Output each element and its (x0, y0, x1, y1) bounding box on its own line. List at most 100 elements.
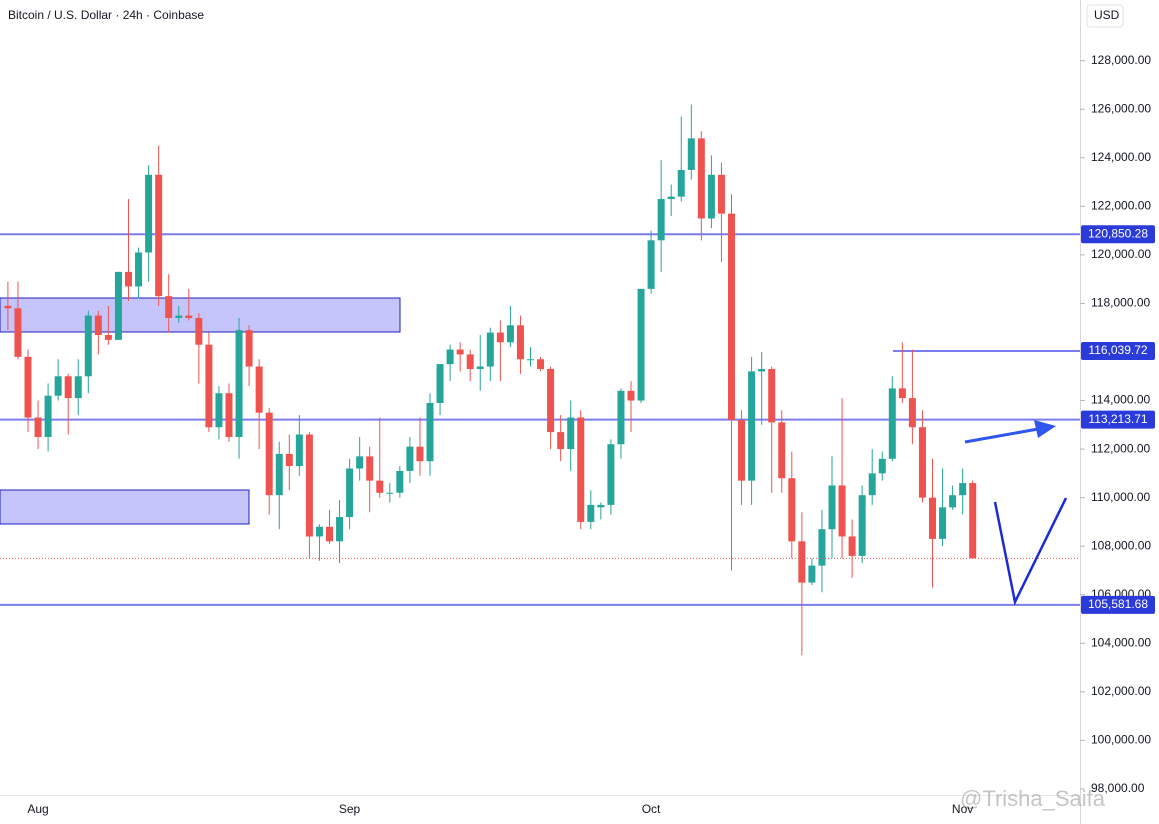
candle-body (707, 174, 715, 219)
y-tick-label: 120,000.00 (1091, 247, 1151, 261)
candle-body (476, 366, 484, 369)
candle-body (34, 417, 42, 437)
x-tick-label: Aug (27, 802, 48, 816)
candle-body (406, 446, 414, 471)
level-tag (1081, 342, 1155, 361)
candle-body (386, 492, 394, 494)
candle-body (295, 434, 303, 467)
candle-body (155, 174, 163, 297)
candle-body (858, 495, 866, 556)
candle-body (949, 495, 957, 508)
candle-body (215, 393, 223, 428)
candle-body (104, 334, 112, 340)
candle-body (486, 332, 494, 367)
candle-body (557, 432, 565, 450)
candle-body (346, 468, 354, 518)
y-tick-label: 122,000.00 (1091, 199, 1151, 213)
candle-body (828, 485, 836, 530)
projection-path (993, 497, 1068, 606)
watermark: @Trisha_Saifa (960, 786, 1106, 811)
candle-body (788, 478, 796, 542)
level-tag (1081, 225, 1155, 244)
candle-body (597, 504, 605, 508)
candle-body (547, 368, 555, 433)
y-tick-label: 112,000.00 (1091, 441, 1150, 455)
candle-body (125, 271, 132, 287)
y-tick-label: 114,000.00 (1091, 393, 1150, 407)
candle-body (235, 330, 243, 437)
level-tag (1081, 595, 1155, 614)
candle-body (868, 473, 876, 496)
y-tick-label: 104,000.00 (1091, 635, 1151, 649)
candle-body (888, 388, 896, 459)
candle-body (245, 330, 253, 367)
arrow-head (1034, 420, 1056, 438)
candle-body (74, 376, 82, 399)
candle-body (506, 325, 514, 343)
candle-body (637, 288, 645, 401)
candle-body (647, 240, 655, 289)
candle-body (396, 470, 404, 493)
candle-body (175, 315, 183, 318)
candle-body (607, 444, 615, 505)
chart-title: Bitcoin / U.S. Dollar · 24h · Coinbase (8, 8, 204, 22)
candle-body (44, 395, 52, 437)
candle-body (939, 507, 947, 539)
candle-body (376, 480, 384, 493)
candle-body (818, 529, 826, 566)
y-tick-label: 98,000.00 (1091, 781, 1145, 795)
candle-body (617, 390, 625, 445)
candle-body (205, 344, 213, 428)
candle-body (54, 376, 62, 396)
candle-body (4, 305, 12, 309)
candle-body (657, 199, 665, 241)
demand-zone (0, 489, 250, 525)
candle-body (416, 446, 424, 462)
candle-body (94, 315, 102, 335)
candle-body (717, 174, 725, 214)
candle-body (366, 456, 374, 481)
candle-body (135, 252, 143, 287)
candle-body (24, 356, 32, 418)
candle-body (356, 456, 364, 469)
candle-body (587, 504, 595, 522)
candle-body (687, 138, 695, 170)
x-tick-label: Sep (339, 802, 361, 816)
candle-body (185, 315, 193, 318)
candle-body (677, 169, 685, 197)
level-tag-label: 113,213.71 (1088, 412, 1147, 426)
candle-body (165, 296, 173, 318)
y-tick-label: 126,000.00 (1091, 101, 1151, 115)
plot-area (0, 104, 1080, 656)
candle-body (567, 417, 575, 450)
candle-body (456, 349, 464, 355)
candle-body (537, 359, 545, 369)
candle-body (768, 368, 776, 423)
x-tick-label: Oct (642, 802, 661, 816)
candle-body (114, 271, 122, 340)
y-tick-label: 124,000.00 (1091, 150, 1151, 164)
candle-body (336, 517, 344, 542)
y-tick-label: 102,000.00 (1091, 684, 1151, 698)
candle-body (496, 332, 504, 343)
candle-body (808, 565, 816, 583)
candle-body (798, 541, 806, 583)
candle-body (14, 308, 22, 357)
candle-body (758, 368, 766, 372)
candle-body (918, 427, 926, 498)
candle-body (285, 453, 293, 467)
candle-body (315, 526, 323, 537)
candle-body (527, 359, 534, 361)
candle-body (275, 453, 283, 496)
candle-body (466, 354, 474, 369)
candle-body (225, 393, 233, 437)
level-tag-label: 120,850.28 (1088, 226, 1148, 240)
candle-body (577, 417, 585, 522)
currency-label: USD (1094, 8, 1120, 22)
candle-body (426, 402, 434, 462)
candle-body (748, 371, 756, 481)
candle-body (959, 483, 967, 496)
